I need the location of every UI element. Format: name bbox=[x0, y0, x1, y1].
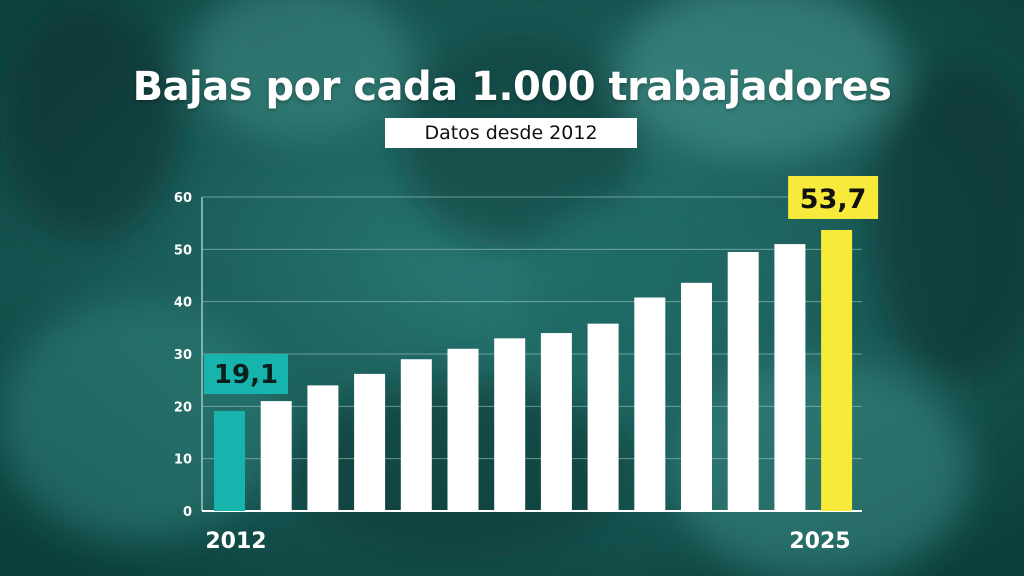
bar-2021 bbox=[634, 297, 666, 511]
first-value-label: 19,1 bbox=[214, 360, 278, 390]
last-value-label-box bbox=[788, 175, 879, 219]
y-tick-label: 10 bbox=[174, 453, 192, 468]
last-value-label: 53,7 bbox=[800, 184, 867, 215]
bar-2017 bbox=[447, 348, 479, 511]
bar-2023 bbox=[727, 251, 759, 511]
bar-2022 bbox=[681, 282, 712, 511]
bar-2020 bbox=[587, 323, 619, 511]
bar-2019 bbox=[540, 333, 572, 511]
bar-2024 bbox=[774, 244, 806, 511]
bar-2015 bbox=[354, 373, 386, 511]
y-tick-label: 40 bbox=[174, 296, 192, 311]
bar-2025 bbox=[821, 229, 853, 511]
x-tick-label-first: 2012 bbox=[205, 529, 266, 554]
x-tick-label-last: 2025 bbox=[789, 529, 850, 554]
first-value-label-box bbox=[204, 354, 288, 395]
bar-2012 bbox=[214, 411, 245, 511]
y-tick-label: 60 bbox=[174, 191, 192, 206]
y-tick-label: 0 bbox=[183, 505, 192, 520]
bar-2016 bbox=[400, 359, 432, 511]
chart-title: Bajas por cada 1.000 trabajadores bbox=[132, 64, 892, 110]
bar-2018 bbox=[494, 338, 526, 511]
chart-subtitle: Datos desde 2012 bbox=[385, 118, 637, 148]
y-tick-label: 30 bbox=[174, 348, 192, 363]
y-tick-label: 50 bbox=[174, 243, 192, 258]
bar-2014 bbox=[307, 385, 339, 511]
bar-2013 bbox=[260, 401, 292, 511]
y-tick-label: 20 bbox=[174, 400, 192, 415]
